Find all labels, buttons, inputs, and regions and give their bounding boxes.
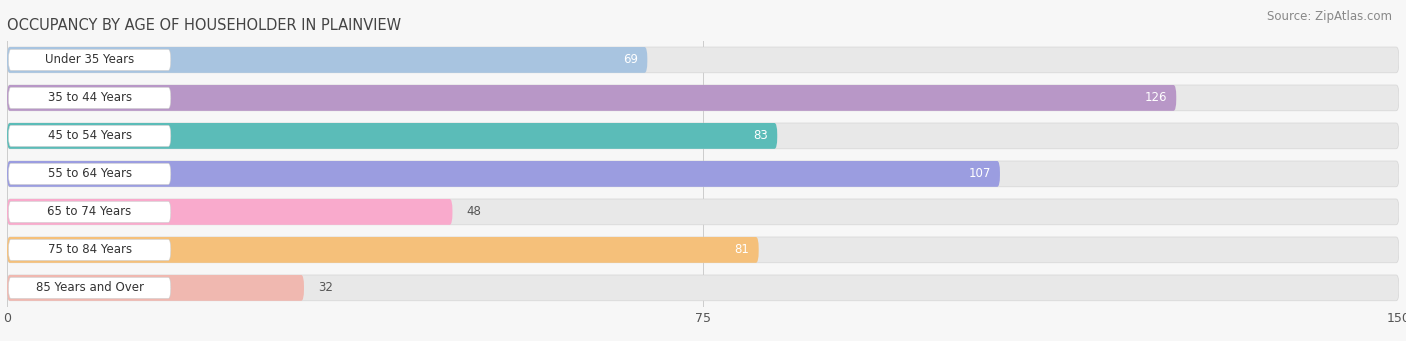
FancyBboxPatch shape bbox=[7, 161, 1000, 187]
Text: 107: 107 bbox=[969, 167, 991, 180]
FancyBboxPatch shape bbox=[7, 123, 778, 149]
FancyBboxPatch shape bbox=[8, 239, 170, 261]
Text: 85 Years and Over: 85 Years and Over bbox=[35, 281, 143, 294]
FancyBboxPatch shape bbox=[8, 87, 170, 108]
Text: 81: 81 bbox=[734, 243, 749, 256]
FancyBboxPatch shape bbox=[8, 49, 170, 71]
FancyBboxPatch shape bbox=[7, 275, 304, 301]
Text: 55 to 64 Years: 55 to 64 Years bbox=[48, 167, 132, 180]
FancyBboxPatch shape bbox=[7, 123, 1399, 149]
Text: 35 to 44 Years: 35 to 44 Years bbox=[48, 91, 132, 104]
FancyBboxPatch shape bbox=[7, 199, 453, 225]
Text: Source: ZipAtlas.com: Source: ZipAtlas.com bbox=[1267, 10, 1392, 23]
Text: 48: 48 bbox=[467, 205, 481, 218]
Text: 126: 126 bbox=[1144, 91, 1167, 104]
Text: 45 to 54 Years: 45 to 54 Years bbox=[48, 130, 132, 143]
FancyBboxPatch shape bbox=[7, 237, 1399, 263]
FancyBboxPatch shape bbox=[7, 47, 647, 73]
Text: Under 35 Years: Under 35 Years bbox=[45, 54, 134, 66]
Text: OCCUPANCY BY AGE OF HOUSEHOLDER IN PLAINVIEW: OCCUPANCY BY AGE OF HOUSEHOLDER IN PLAIN… bbox=[7, 18, 401, 33]
FancyBboxPatch shape bbox=[7, 47, 1399, 73]
FancyBboxPatch shape bbox=[8, 125, 170, 147]
Text: 65 to 74 Years: 65 to 74 Years bbox=[48, 205, 132, 218]
FancyBboxPatch shape bbox=[8, 201, 170, 222]
FancyBboxPatch shape bbox=[7, 237, 759, 263]
FancyBboxPatch shape bbox=[7, 85, 1177, 111]
FancyBboxPatch shape bbox=[7, 275, 1399, 301]
Text: 75 to 84 Years: 75 to 84 Years bbox=[48, 243, 132, 256]
FancyBboxPatch shape bbox=[8, 163, 170, 184]
FancyBboxPatch shape bbox=[7, 161, 1399, 187]
FancyBboxPatch shape bbox=[8, 277, 170, 298]
Text: 69: 69 bbox=[623, 54, 638, 66]
Text: 32: 32 bbox=[318, 281, 333, 294]
Text: 83: 83 bbox=[754, 130, 768, 143]
FancyBboxPatch shape bbox=[7, 199, 1399, 225]
FancyBboxPatch shape bbox=[7, 85, 1399, 111]
